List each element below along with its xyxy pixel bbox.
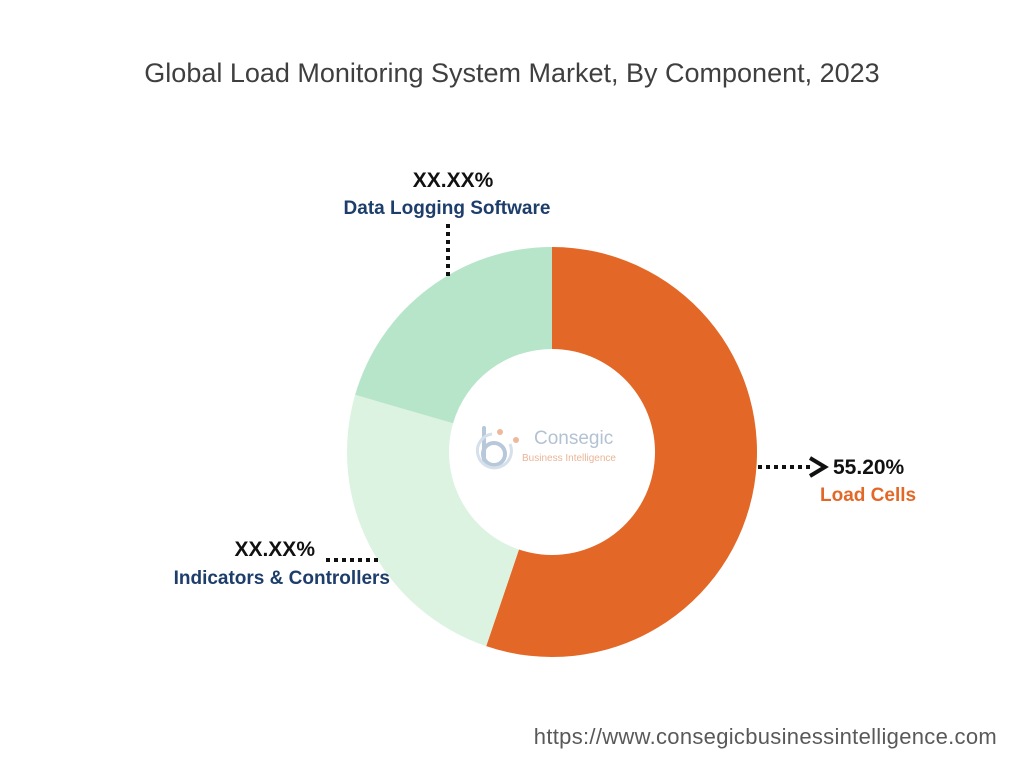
slice-data-logging-software bbox=[355, 247, 552, 424]
slice-indicators-controllers bbox=[347, 394, 519, 647]
slice-load-cells bbox=[486, 247, 758, 657]
value-label-data-logging-software: XX.XX% bbox=[413, 169, 494, 192]
footer-url: https://www.consegicbusinessintelligence… bbox=[533, 724, 997, 749]
slice-labels: 55.20% Load Cells XX.XX% Data Logging Softw… bbox=[174, 169, 917, 589]
value-label-indicators-controllers: XX.XX% bbox=[234, 538, 315, 561]
chart-title: Global Load Monitoring System Market, By… bbox=[144, 58, 880, 88]
series-label-load-cells: Load Cells bbox=[820, 485, 916, 506]
logo-brand: Consegic bbox=[534, 428, 614, 449]
series-label-data-logging-software: Data Logging Software bbox=[344, 198, 551, 219]
consegic-logo-icon bbox=[475, 426, 519, 470]
series-label-indicators-controllers: Indicators & Controllers bbox=[174, 568, 390, 589]
consegic-logo: Consegic Business Intelligence bbox=[470, 420, 640, 476]
leader-lines bbox=[326, 224, 829, 562]
value-label-load-cells: 55.20% bbox=[833, 456, 905, 479]
arrow-head-icon bbox=[808, 456, 829, 478]
donut-slices bbox=[347, 247, 758, 657]
logo-tagline: Business Intelligence bbox=[522, 453, 616, 464]
